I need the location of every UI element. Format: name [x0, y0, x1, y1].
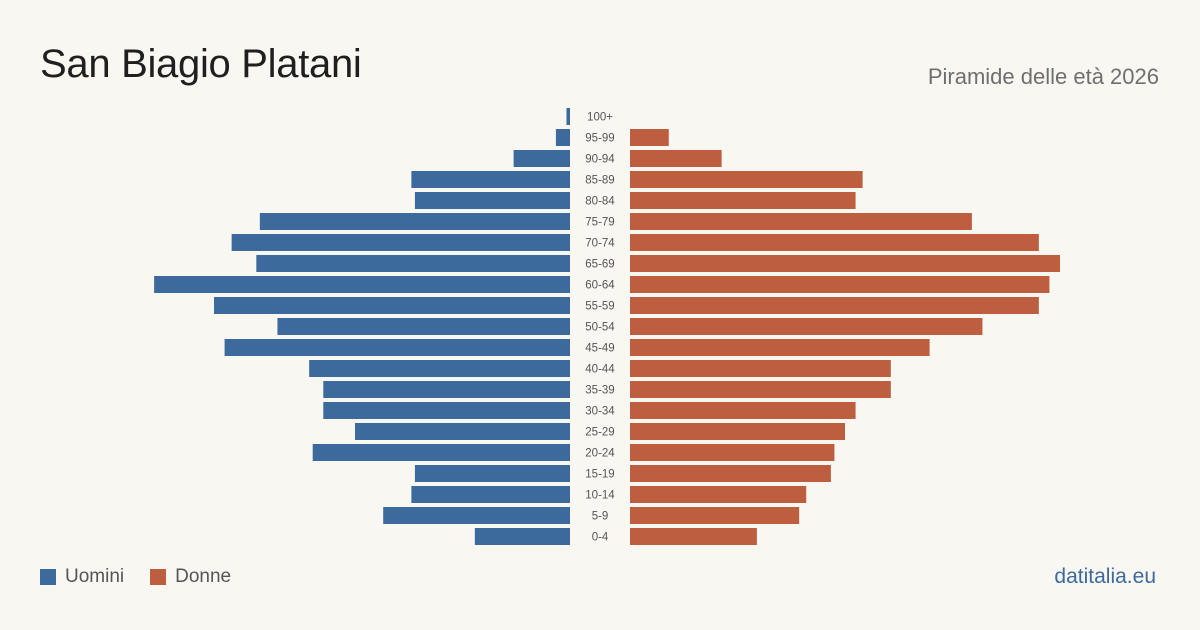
age-label-25-29: 25-29: [585, 427, 614, 439]
bar-women-85-89: [630, 171, 863, 188]
bar-men-55-59: [214, 297, 570, 314]
legend-label-women: Donne: [175, 566, 232, 587]
age-label-35-39: 35-39: [585, 385, 614, 397]
age-label-55-59: 55-59: [585, 301, 614, 313]
bar-women-15-19: [630, 465, 831, 482]
age-label-65-69: 65-69: [585, 259, 614, 271]
age-label-100+: 100+: [587, 112, 613, 124]
age-label-50-54: 50-54: [585, 322, 615, 334]
bar-men-100+: [566, 108, 570, 125]
age-label-45-49: 45-49: [585, 343, 614, 355]
bar-women-95-99: [630, 129, 669, 146]
age-label-80-84: 80-84: [585, 196, 615, 208]
bar-men-0-4: [474, 528, 570, 545]
bar-men-95-99: [555, 129, 570, 146]
bar-women-70-74: [630, 234, 1039, 251]
bar-men-85-89: [411, 171, 570, 188]
legend: Uomini Donne: [40, 566, 257, 588]
age-label-0-4: 0-4: [592, 532, 609, 544]
bar-men-35-39: [323, 381, 570, 398]
bar-women-40-44: [630, 360, 891, 377]
age-label-60-64: 60-64: [585, 280, 615, 292]
bar-men-75-79: [259, 213, 570, 230]
bar-men-80-84: [414, 192, 570, 209]
age-label-95-99: 95-99: [585, 133, 614, 145]
age-label-75-79: 75-79: [585, 217, 614, 229]
age-label-10-14: 10-14: [585, 490, 615, 502]
bar-women-75-79: [630, 213, 972, 230]
bar-men-70-74: [231, 234, 570, 251]
age-label-20-24: 20-24: [585, 448, 615, 460]
bar-men-90-94: [513, 150, 570, 167]
bar-men-20-24: [312, 444, 570, 461]
bar-women-55-59: [630, 297, 1039, 314]
brand-link[interactable]: datitalia.eu: [1054, 565, 1156, 588]
bar-men-45-49: [224, 339, 571, 356]
bar-men-40-44: [309, 360, 570, 377]
bar-women-65-69: [630, 255, 1060, 272]
chart-subtitle: Piramide delle età 2026: [927, 64, 1159, 89]
age-label-70-74: 70-74: [585, 238, 615, 250]
bar-men-10-14: [411, 486, 570, 503]
bar-women-25-29: [630, 423, 845, 440]
age-label-40-44: 40-44: [585, 364, 615, 376]
bar-women-10-14: [630, 486, 807, 503]
bar-women-45-49: [630, 339, 930, 356]
bar-men-30-34: [323, 402, 570, 419]
bar-women-5-9: [630, 507, 800, 524]
bar-men-65-69: [256, 255, 570, 272]
bar-women-90-94: [630, 150, 722, 167]
bar-men-60-64: [154, 276, 570, 293]
age-label-85-89: 85-89: [585, 175, 614, 187]
chart-title: San Biagio Platani: [40, 42, 362, 86]
bar-men-50-54: [277, 318, 570, 335]
bar-women-35-39: [630, 381, 891, 398]
bar-women-60-64: [630, 276, 1050, 293]
legend-swatch-women: [150, 569, 167, 585]
age-label-5-9: 5-9: [592, 511, 609, 523]
legend-item-women: Donne: [150, 566, 231, 588]
bar-women-0-4: [630, 528, 757, 545]
age-label-15-19: 15-19: [585, 469, 614, 481]
bar-women-80-84: [630, 192, 856, 209]
legend-swatch-men: [40, 569, 56, 585]
bar-women-50-54: [630, 318, 983, 335]
bar-men-25-29: [355, 423, 570, 440]
legend-label-men: Uomini: [65, 566, 125, 587]
bar-women-20-24: [630, 444, 835, 461]
bar-men-15-19: [414, 465, 570, 482]
bar-women-30-34: [630, 402, 856, 419]
legend-item-men: Uomini: [40, 566, 124, 588]
age-label-30-34: 30-34: [585, 406, 615, 418]
bar-men-5-9: [383, 507, 570, 524]
age-label-90-94: 90-94: [585, 154, 615, 166]
